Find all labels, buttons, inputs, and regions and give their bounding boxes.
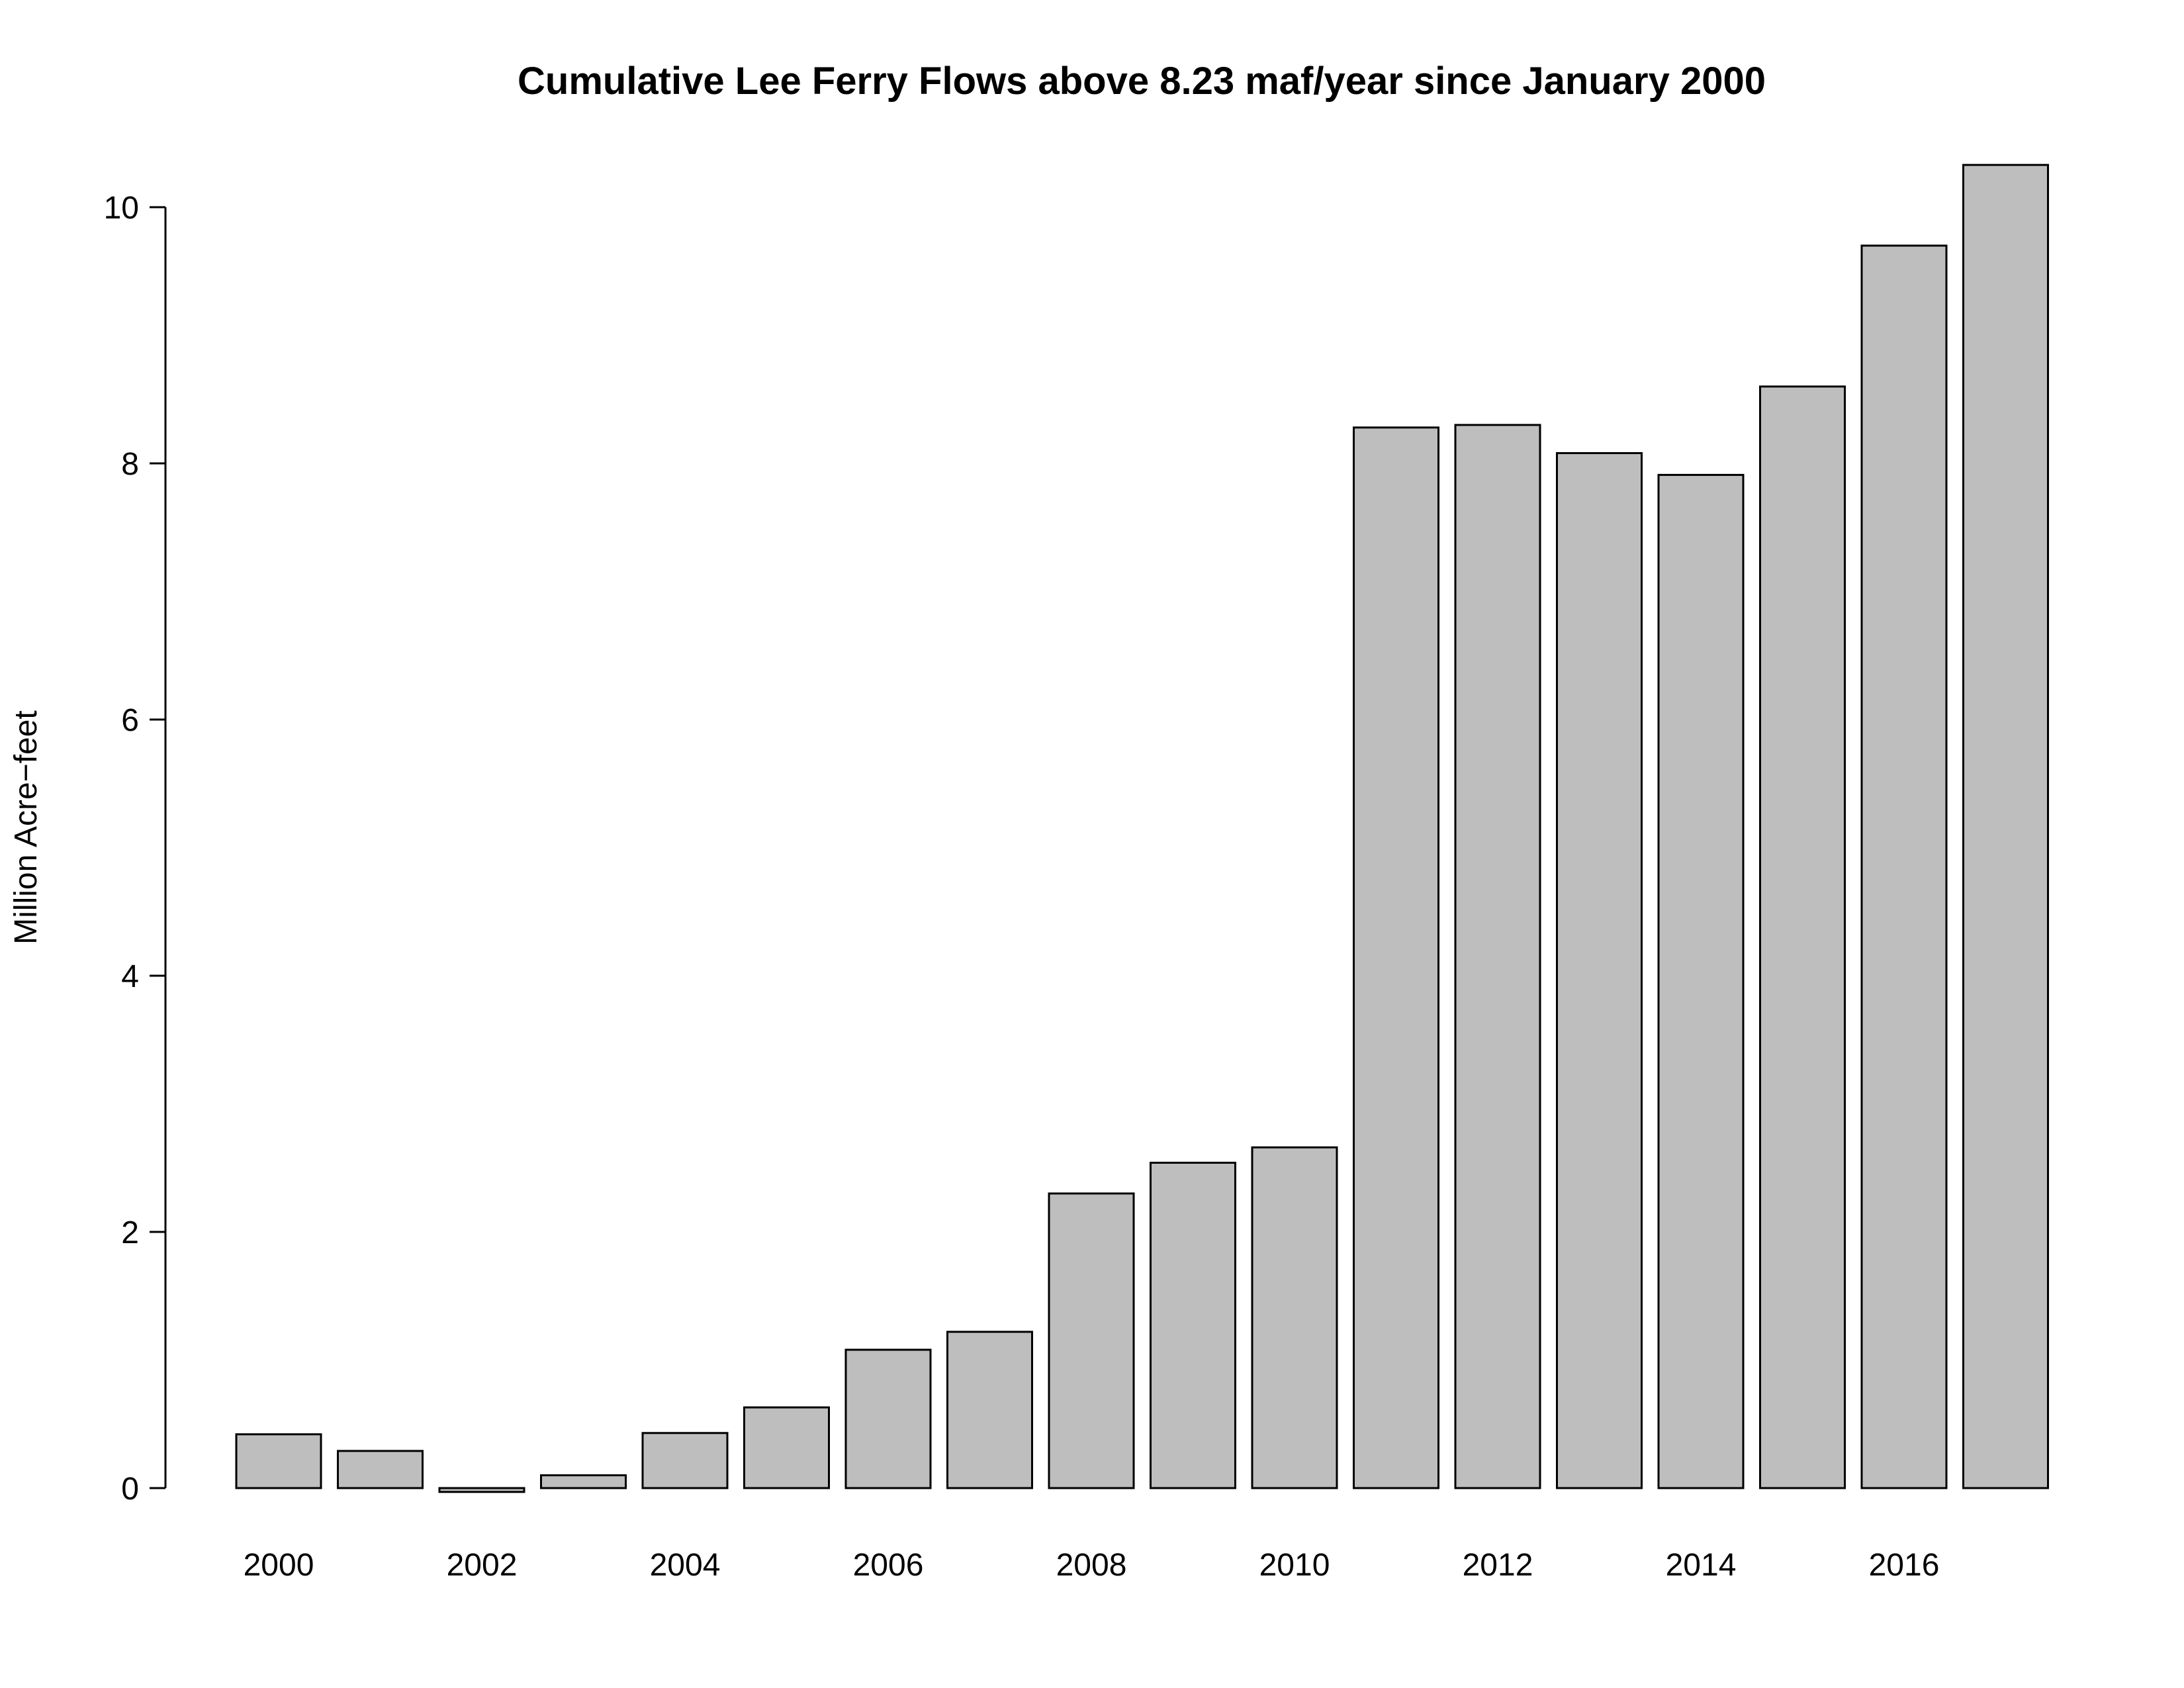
x-tick-label: 2006 [853, 1548, 924, 1583]
x-tick-label: 2012 [1463, 1548, 1533, 1583]
x-tick-label: 2010 [1259, 1548, 1330, 1583]
x-tick-label: 2000 [244, 1548, 314, 1583]
y-tick-label: 6 [121, 703, 139, 738]
y-axis: 0 2 4 6 8 10 [104, 191, 167, 1507]
bar-2013 [1556, 452, 1643, 1489]
bar-2014 [1657, 473, 1745, 1489]
bar-2009 [1150, 1162, 1236, 1489]
bar-2006 [844, 1348, 932, 1489]
bar-2007 [946, 1331, 1033, 1489]
bar-2008 [1048, 1192, 1135, 1489]
bar-2011 [1353, 426, 1439, 1489]
x-tick-label: 2014 [1666, 1548, 1737, 1583]
y-tick-label: 8 [121, 447, 139, 482]
x-tick-label: 2004 [650, 1548, 721, 1583]
chart-title: Cumulative Lee Ferry Flows above 8.23 ma… [518, 60, 1766, 103]
bar-2017 [1962, 164, 2049, 1489]
bar-2003 [540, 1474, 627, 1489]
bar-2004 [641, 1432, 729, 1489]
bar-2012 [1454, 424, 1541, 1489]
bar-2000 [235, 1433, 322, 1489]
bar-2016 [1860, 244, 1948, 1489]
x-tick-label: 2016 [1869, 1548, 1940, 1583]
y-tick-label: 4 [121, 959, 139, 994]
x-tick-label: 2008 [1056, 1548, 1127, 1583]
bars [235, 164, 2049, 1493]
x-tick-label: 2002 [447, 1548, 518, 1583]
bar-2002 [438, 1487, 525, 1493]
bar-2005 [743, 1406, 830, 1489]
x-axis-labels: 2000 2002 2004 2006 2008 2010 2012 2014 2016 [244, 1548, 1940, 1583]
bar-2010 [1251, 1146, 1338, 1489]
y-tick-label: 2 [121, 1215, 139, 1250]
y-tick-label: 0 [121, 1472, 139, 1507]
y-axis-label: Million Acre−feet [9, 710, 44, 945]
y-tick-label: 10 [104, 191, 139, 226]
bar-2001 [337, 1450, 424, 1489]
bar-2015 [1759, 385, 1846, 1489]
